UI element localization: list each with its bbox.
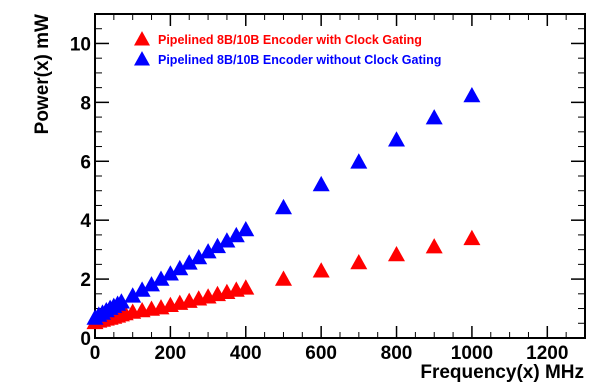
axis-ticks xyxy=(94,14,586,339)
data-point-series-2 xyxy=(152,270,170,286)
data-points xyxy=(86,87,481,330)
series-2-points xyxy=(86,87,481,325)
data-point-series-1 xyxy=(425,238,443,254)
data-point-series-2 xyxy=(312,175,330,192)
legend: Pipelined 8B/10B Encoder with Clock Gati… xyxy=(134,31,441,67)
x-tick-label: 400 xyxy=(230,343,262,364)
data-point-series-2 xyxy=(350,153,368,169)
data-point-series-1 xyxy=(237,279,255,295)
data-point-series-2 xyxy=(161,265,179,281)
y-tick-label: 4 xyxy=(80,211,91,232)
data-point-series-2 xyxy=(218,232,236,248)
y-axis-label: Power(x) mW xyxy=(32,14,53,134)
legend-marker-series-1 xyxy=(134,31,150,46)
y-tick-label: 8 xyxy=(80,93,91,114)
legend-label-series-1: Pipelined 8B/10B Encoder with Clock Gati… xyxy=(158,33,422,47)
data-point-series-1 xyxy=(275,270,292,286)
y-tick-label: 6 xyxy=(80,152,91,173)
legend-marker-series-2 xyxy=(134,51,150,66)
data-point-series-2 xyxy=(425,109,443,125)
data-point-series-2 xyxy=(124,287,142,303)
data-point-series-2 xyxy=(388,131,405,147)
data-point-series-1 xyxy=(388,246,405,262)
data-point-series-2 xyxy=(133,281,151,297)
x-tick-label: 0 xyxy=(90,343,101,364)
data-point-series-1 xyxy=(350,254,368,270)
series-1-points xyxy=(86,229,481,330)
data-point-series-2 xyxy=(227,226,245,243)
data-point-series-2 xyxy=(463,87,481,103)
data-point-series-2 xyxy=(275,198,292,215)
data-point-series-2 xyxy=(112,293,130,309)
y-tick-label: 10 xyxy=(70,34,91,55)
x-tick-label: 600 xyxy=(305,343,337,364)
x-tick-label: 1200 xyxy=(526,343,568,364)
data-point-series-2 xyxy=(199,243,217,259)
data-point-series-2 xyxy=(143,276,160,292)
data-point-series-2 xyxy=(171,259,189,276)
data-point-series-1 xyxy=(463,229,481,246)
axis-tick-labels: 0 200 400 600 800 1000 1200 0 2 4 6 8 10 xyxy=(70,34,569,364)
x-tick-label: 200 xyxy=(155,343,187,364)
x-axis-label: Frequency(x) MHz xyxy=(420,362,584,383)
data-point-series-2 xyxy=(180,254,198,270)
x-tick-label: 1000 xyxy=(451,343,493,364)
x-tick-label: 800 xyxy=(381,343,413,364)
data-point-series-2 xyxy=(209,237,226,254)
data-point-series-2 xyxy=(237,221,255,237)
y-tick-label: 2 xyxy=(80,270,91,291)
data-point-series-2 xyxy=(190,249,208,265)
data-point-series-1 xyxy=(312,262,330,278)
legend-label-series-2: Pipelined 8B/10B Encoder without Clock G… xyxy=(158,53,441,67)
y-tick-label: 0 xyxy=(80,329,91,350)
